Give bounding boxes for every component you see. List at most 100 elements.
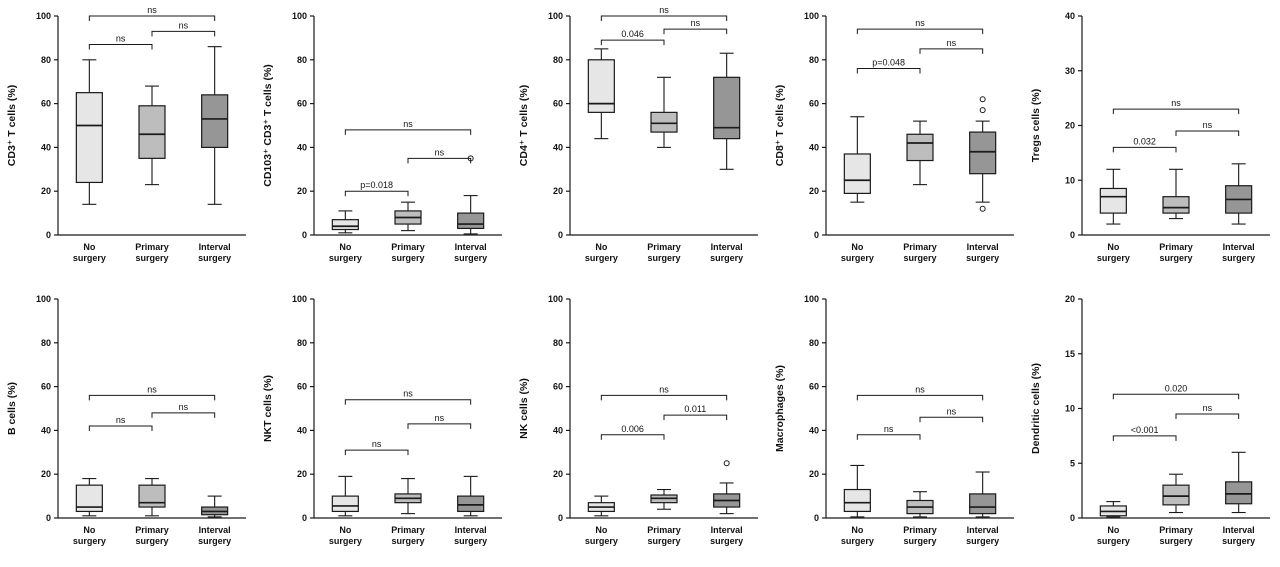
box-group-2 <box>1162 168 1190 220</box>
y-axis-label: Tregs cells (%) <box>1030 89 1042 163</box>
y-tick-label: 10 <box>1065 404 1075 414</box>
y-axis-label: CD8⁺ T cells (%) <box>774 85 786 166</box>
x-category-label: No surgery <box>1097 525 1130 546</box>
significance-bracket <box>88 43 153 50</box>
y-tick-label: 40 <box>809 425 819 435</box>
y-tick-label: 20 <box>1065 121 1075 131</box>
significance-label: ns <box>116 33 126 43</box>
x-category-label: No surgery <box>841 525 874 546</box>
y-axis-label: NK cells (%) <box>518 378 530 439</box>
x-category-label: Primary surgery <box>1159 525 1193 546</box>
boxplot-panel-4: 0 20 40 60 80 100 CD8⁺ T cells (%) No surgery Pri… <box>768 0 1024 283</box>
boxplot-svg: 0 5 10 15 20 Dendritic cells (%) No surgery Prim… <box>1030 294 1270 546</box>
boxplot-panel-7: 0 20 40 60 80 100 NKT cells (%) No surgery Primar… <box>256 283 512 566</box>
y-tick-label: 40 <box>297 425 307 435</box>
iqr-box <box>587 59 615 113</box>
outlier-point <box>979 205 986 212</box>
box-group-2 <box>650 488 678 510</box>
y-tick-label: 0 <box>558 513 563 523</box>
y-tick-label: 100 <box>804 11 819 21</box>
significance-label: <0.001 <box>1131 425 1159 435</box>
significance-bracket <box>600 39 665 46</box>
significance-bracket <box>407 157 472 164</box>
significance-label: ns <box>179 402 189 412</box>
box-group-1 <box>331 475 359 517</box>
significance-bracket <box>856 68 921 74</box>
y-tick-label: 100 <box>36 294 51 304</box>
y-tick-label: 80 <box>41 338 51 348</box>
y-tick-label: 100 <box>548 294 563 304</box>
x-category-label: Interval surgery <box>966 525 999 546</box>
y-tick-label: 20 <box>297 469 307 479</box>
box-group-3 <box>969 96 997 212</box>
x-category-label: No surgery <box>73 242 106 263</box>
y-tick-label: 0 <box>46 230 51 240</box>
significance-label: 0.032 <box>1133 136 1156 146</box>
y-tick-label: 100 <box>292 294 307 304</box>
significance-label: ns <box>372 439 382 449</box>
y-tick-label: 20 <box>809 469 819 479</box>
y-tick-label: 60 <box>41 99 51 109</box>
boxplot-svg: 0 20 40 60 80 100 NKT cells (%) No surgery Primar… <box>262 294 502 546</box>
x-category-label: Primary surgery <box>647 525 681 546</box>
boxplot-svg: 0 20 40 60 80 100 Macrophages (%) No surgery Prim… <box>774 294 1014 546</box>
significance-label: 0.006 <box>621 424 644 434</box>
y-tick-label: 0 <box>46 513 51 523</box>
box-group-3 <box>201 495 229 518</box>
significance-bracket <box>600 394 728 401</box>
y-tick-label: 80 <box>297 55 307 65</box>
boxplot-svg: 0 20 40 60 80 100 CD3⁺ T cells (%) No surgery Pri… <box>6 5 246 263</box>
iqr-box <box>201 94 229 148</box>
y-axis-label: NKT cells (%) <box>262 375 274 442</box>
x-category-label: Interval surgery <box>710 525 743 546</box>
significance-bracket <box>856 434 921 440</box>
significance-bracket <box>1112 146 1177 153</box>
x-category-label: No surgery <box>329 242 362 263</box>
y-tick-label: 0 <box>814 513 819 523</box>
box-group-1 <box>843 116 871 203</box>
box-group-2 <box>1162 473 1190 514</box>
significance-bracket <box>88 15 216 21</box>
x-category-label: No surgery <box>585 525 618 546</box>
x-category-label: Primary surgery <box>135 525 169 546</box>
significance-bracket <box>1112 108 1240 115</box>
y-tick-label: 5 <box>1070 458 1075 468</box>
y-tick-label: 80 <box>809 338 819 348</box>
x-category-label: Primary surgery <box>391 525 425 546</box>
outlier-point <box>979 96 986 103</box>
significance-label: ns <box>915 384 925 394</box>
y-tick-label: 60 <box>553 382 563 392</box>
y-axis-label: CD4⁺ T cells (%) <box>518 85 530 166</box>
iqr-box <box>650 111 678 133</box>
significance-bracket <box>88 425 153 432</box>
significance-label: ns <box>691 18 701 28</box>
y-tick-label: 20 <box>809 186 819 196</box>
significance-bracket <box>151 412 216 418</box>
box-group-3 <box>713 460 741 515</box>
box-group-1 <box>331 210 359 234</box>
significance-label: ns <box>1203 403 1213 413</box>
box-group-3 <box>713 52 741 170</box>
x-category-label: No surgery <box>841 242 874 263</box>
significance-label: ns <box>147 5 157 15</box>
y-tick-label: 40 <box>297 142 307 152</box>
box-group-2 <box>138 478 166 517</box>
significance-bracket <box>856 394 984 401</box>
iqr-box <box>713 76 741 140</box>
significance-label: p=0.018 <box>360 180 393 190</box>
significance-label: p=0.048 <box>872 58 905 68</box>
x-category-label: Primary surgery <box>391 242 425 263</box>
y-axis-label: B cells (%) <box>6 382 18 435</box>
y-tick-label: 0 <box>1070 230 1075 240</box>
iqr-box <box>331 495 359 513</box>
x-category-label: No surgery <box>1097 242 1130 263</box>
significance-bracket <box>344 129 472 135</box>
x-category-label: Interval surgery <box>1222 525 1255 546</box>
y-tick-label: 20 <box>297 186 307 196</box>
box-group-3 <box>1225 163 1253 225</box>
significance-bracket <box>600 15 728 21</box>
significance-label: ns <box>147 384 157 394</box>
x-category-label: Interval surgery <box>198 525 231 546</box>
significance-bracket <box>1175 130 1240 136</box>
